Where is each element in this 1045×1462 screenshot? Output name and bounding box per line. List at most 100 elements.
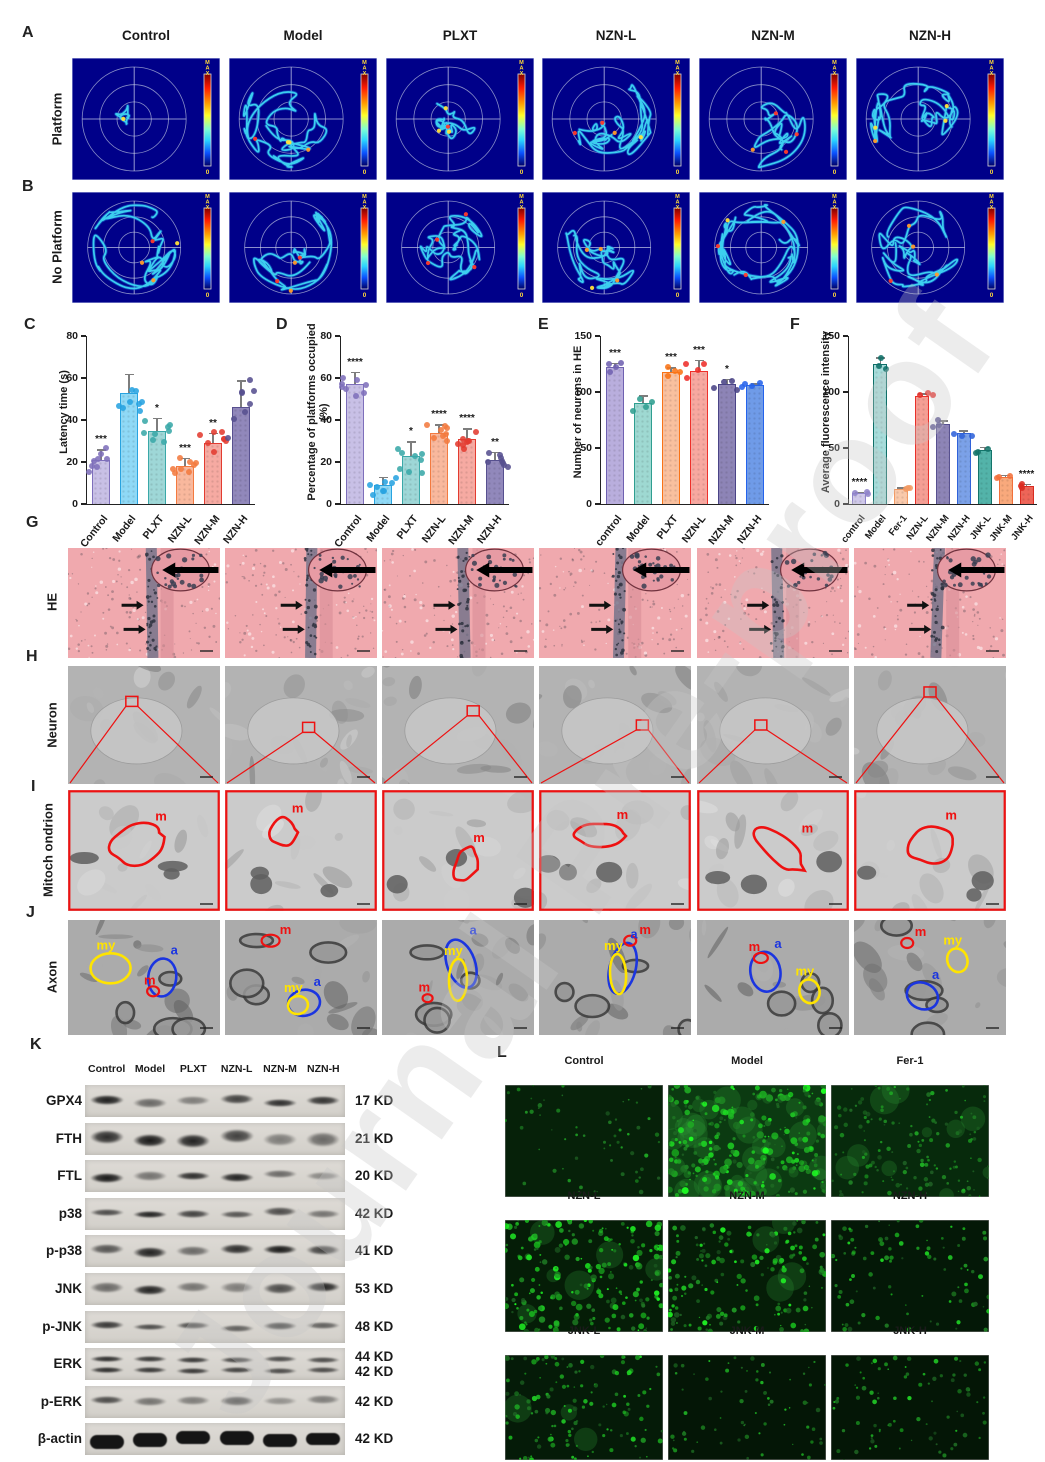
axon-label: a xyxy=(774,936,782,951)
data-point xyxy=(126,398,133,405)
data-point xyxy=(185,469,192,476)
colorbar-max-label: M xyxy=(205,60,210,66)
data-point xyxy=(169,466,176,473)
significance-marker: **** xyxy=(851,476,868,488)
significance-marker: **** xyxy=(431,409,447,421)
neuron-image xyxy=(697,666,849,784)
wb-protein-label: GPX4 xyxy=(45,1093,82,1108)
wb-band xyxy=(219,1093,254,1104)
data-point xyxy=(380,488,387,495)
y-tick xyxy=(595,503,600,505)
wb-kd-label: 21 KD xyxy=(355,1130,394,1146)
wb-protein-label: JNK xyxy=(54,1281,82,1296)
wb-lane-header: Model xyxy=(134,1063,166,1075)
y-tick-label: 150 xyxy=(822,330,840,342)
data-point xyxy=(172,470,179,477)
error-cap xyxy=(434,424,444,426)
colorbar-max-label: M xyxy=(675,194,680,200)
mitochondrion-image: m xyxy=(225,790,377,911)
data-point xyxy=(664,373,671,380)
data-point xyxy=(729,377,736,384)
data-point xyxy=(607,368,614,375)
data-point xyxy=(438,427,445,434)
wb-band xyxy=(306,1210,341,1219)
y-tick-label: 100 xyxy=(574,386,592,398)
wb-protein-label: β-actin xyxy=(37,1431,82,1447)
data-point xyxy=(1018,481,1025,488)
wb-band xyxy=(263,1355,297,1362)
wb-band xyxy=(219,1282,254,1293)
colorbar-min-label: 0 xyxy=(520,169,524,176)
data-point xyxy=(606,360,613,367)
data-point xyxy=(152,431,159,438)
wb-band xyxy=(89,1094,124,1105)
data-point xyxy=(137,408,144,415)
he-image xyxy=(68,548,220,658)
y-tick xyxy=(843,447,848,449)
error-bar xyxy=(900,487,903,492)
data-point xyxy=(396,466,403,473)
bar-jnk-m xyxy=(998,477,1013,504)
fluorescence-image-jnk-l xyxy=(505,1355,663,1460)
wb-band xyxy=(219,1210,254,1219)
colorbar-max-label: M xyxy=(832,194,837,200)
wb-band xyxy=(306,1281,341,1292)
fluor-label: Control xyxy=(564,1055,604,1067)
maze-cell: MAX 0 xyxy=(386,58,534,180)
data-point xyxy=(388,480,395,487)
data-point xyxy=(958,432,965,439)
error-cap xyxy=(722,378,732,381)
data-point xyxy=(444,438,451,445)
wb-strip-JNK xyxy=(85,1273,345,1305)
data-point xyxy=(382,478,389,485)
y-tick-label: 40 xyxy=(320,414,332,426)
wb-band xyxy=(133,1323,167,1330)
panel-letter-a: A xyxy=(22,24,34,41)
wb-band xyxy=(133,1246,167,1259)
fluor-label: NZN-L xyxy=(567,1190,601,1202)
significance-marker: *** xyxy=(609,347,621,359)
bar-nzn-m xyxy=(458,438,476,504)
error-cap xyxy=(694,359,704,362)
wb-band xyxy=(176,1096,211,1105)
data-point xyxy=(749,383,756,390)
data-point xyxy=(664,363,671,370)
error-cap xyxy=(236,380,246,382)
significance-marker: ** xyxy=(491,436,499,448)
mito-label: m xyxy=(292,800,304,815)
colorbar-min-label: 0 xyxy=(990,169,994,176)
wb-strip-ERK xyxy=(85,1348,345,1381)
data-point xyxy=(247,376,253,383)
data-point xyxy=(104,455,111,462)
wb-band xyxy=(263,1397,297,1406)
data-point xyxy=(484,458,491,465)
y-tick xyxy=(595,335,600,337)
y-tick xyxy=(335,335,340,337)
data-point xyxy=(95,456,102,463)
error-cap xyxy=(638,395,648,397)
bar-nzn-l xyxy=(690,370,708,504)
mitochondrion-image: m xyxy=(854,790,1006,911)
fluorescence-image-jnk-h xyxy=(831,1355,989,1460)
chart-panel-f: Average fluorescence intensity 0 50 100 150 *… xyxy=(798,328,1045,553)
wb-band xyxy=(176,1209,211,1219)
error-bar xyxy=(354,371,356,397)
colorbar-max-label: X xyxy=(206,71,210,77)
y-tick-label: 0 xyxy=(72,498,78,510)
data-point xyxy=(486,449,493,456)
bar-fer-1 xyxy=(894,489,909,504)
bar-model xyxy=(634,403,652,504)
error-cap xyxy=(152,417,162,420)
data-point xyxy=(738,384,745,391)
significance-marker: *** xyxy=(665,352,677,364)
y-tick xyxy=(81,377,86,379)
y-tick xyxy=(335,419,340,421)
wb-band xyxy=(306,1356,341,1363)
bar-nzn-l xyxy=(430,432,448,504)
data-point xyxy=(230,416,237,423)
maze-cell: MAX 0 xyxy=(72,192,220,303)
data-point xyxy=(129,387,136,394)
wb-kd-label: 42 KD xyxy=(355,1431,394,1447)
